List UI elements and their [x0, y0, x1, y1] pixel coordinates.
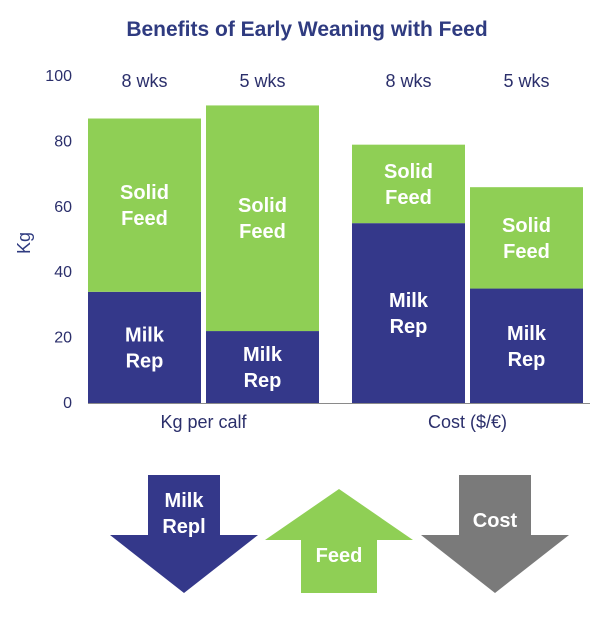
bar-label-solid-feed: Solid Feed	[238, 195, 287, 243]
arrow-up-icon	[265, 489, 413, 593]
y-tick-label: 20	[54, 330, 72, 347]
y-axis-label: Kg	[14, 232, 34, 254]
arrow-down-icon	[421, 475, 569, 593]
bar-milk-rep	[352, 223, 465, 403]
bar-label-milk-rep: Milk Rep	[125, 324, 165, 372]
bar-label-solid-feed: Solid Feed	[384, 161, 433, 209]
bar-solid-feed	[206, 105, 319, 332]
y-tick-label: 0	[63, 395, 72, 412]
chart-title: Benefits of Early Weaning with Feed	[126, 18, 487, 41]
group-labels: Kg per calf Cost ($/€)	[160, 412, 507, 432]
bar-label-solid-feed: Solid Feed	[120, 182, 169, 230]
y-tick-label: 80	[54, 133, 72, 150]
arrow-label: Feed	[316, 545, 363, 567]
bar-solid-feed	[470, 187, 583, 289]
arrow-label: Cost	[473, 510, 518, 532]
category-label: 5 wks	[239, 71, 285, 91]
arrow-down-icon	[110, 475, 258, 593]
bars: Milk Rep Solid Feed Milk Rep Solid Feed Milk Rep S…	[88, 105, 583, 403]
bar-milk-rep	[470, 288, 583, 403]
arrow-label: Milk Repl	[162, 490, 205, 538]
bar-solid-feed	[88, 118, 201, 292]
group-label: Kg per calf	[160, 412, 247, 432]
bar-milk-rep	[88, 291, 201, 403]
bar-label-milk-rep: Milk Rep	[389, 290, 429, 338]
y-tick-label: 60	[54, 199, 72, 216]
category-label: 8 wks	[385, 71, 431, 91]
group-label: Cost ($/€)	[428, 412, 507, 432]
y-tick-label: 100	[45, 68, 72, 85]
bar-label-milk-rep: Milk Rep	[507, 323, 547, 371]
y-axis: 0 20 40 60 80 100	[45, 68, 72, 412]
category-labels: 8 wks 5 wks 8 wks 5 wks	[121, 71, 549, 91]
arrows: Milk Repl Feed Cost	[110, 475, 569, 593]
y-tick-label: 40	[54, 264, 72, 281]
bar-label-milk-rep: Milk Rep	[243, 344, 283, 392]
bar-milk-rep	[206, 331, 319, 403]
category-label: 8 wks	[121, 71, 167, 91]
category-label: 5 wks	[503, 71, 549, 91]
bar-label-solid-feed: Solid Feed	[502, 215, 551, 263]
bar-solid-feed	[352, 144, 465, 224]
